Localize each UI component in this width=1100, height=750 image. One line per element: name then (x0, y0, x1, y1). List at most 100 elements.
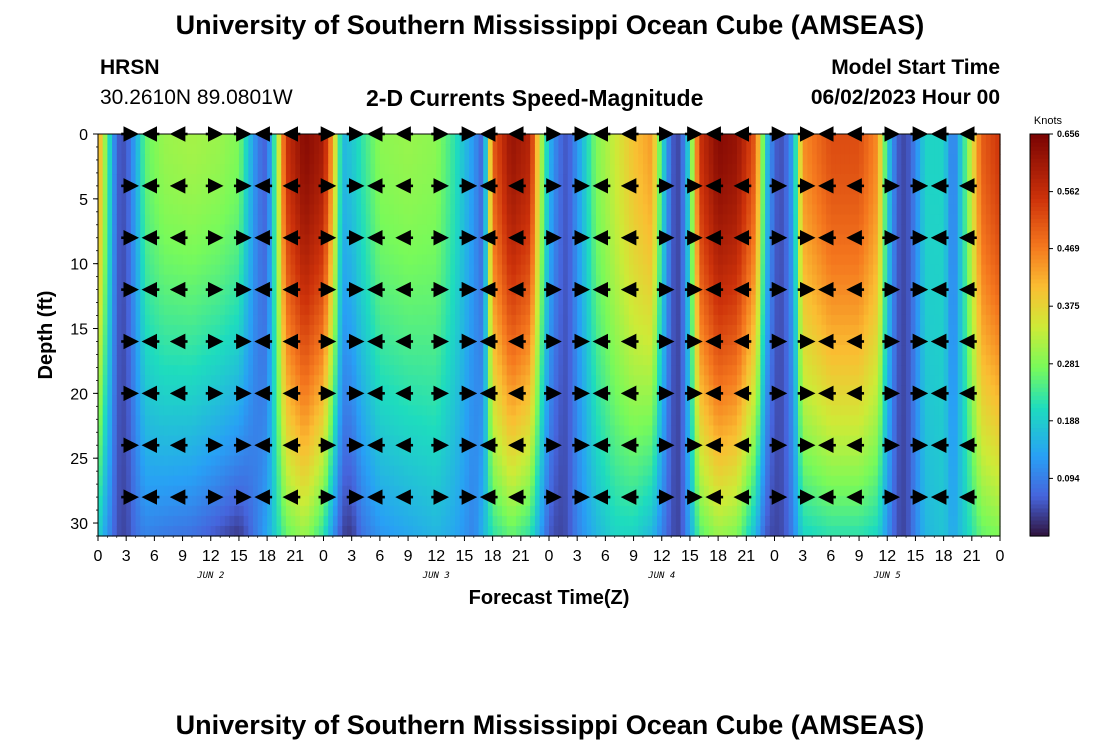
heatmap-cell (107, 385, 113, 396)
heatmap-cell (614, 415, 621, 427)
heatmap-cell (356, 204, 362, 215)
heatmap-cell (581, 515, 588, 527)
heatmap-cell (281, 204, 287, 215)
heatmap-cell (539, 154, 545, 165)
heatmap-cell (220, 345, 226, 356)
heatmap-cell (168, 345, 174, 356)
heatmap-cell (281, 194, 287, 205)
heatmap-cell (450, 154, 456, 165)
heatmap-cell (558, 425, 564, 437)
heatmap-cell (520, 154, 527, 165)
heatmap-cell (633, 274, 639, 286)
heatmap-cell (201, 254, 207, 266)
heatmap-cell (248, 274, 254, 286)
heatmap-cell (361, 144, 367, 155)
heatmap-cell (290, 294, 296, 306)
heatmap-cell (497, 485, 503, 497)
heatmap-cell (309, 485, 315, 497)
heatmap-cell (285, 425, 292, 437)
heatmap-cell (534, 345, 541, 356)
heatmap-cell (187, 455, 193, 467)
heatmap-cell (502, 204, 508, 215)
heatmap-cell (534, 365, 541, 376)
heatmap-cell (572, 304, 578, 316)
heatmap-cell (276, 284, 282, 296)
heatmap-cell (140, 525, 146, 537)
heatmap-cell (126, 224, 132, 236)
heatmap-cell (473, 244, 480, 256)
heatmap-cell (163, 314, 170, 326)
heatmap-cell (473, 465, 480, 477)
heatmap-cell (614, 525, 621, 537)
heatmap-cell (440, 134, 447, 145)
heatmap-cell (567, 445, 574, 457)
heatmap-cell (187, 274, 193, 286)
heatmap-cell (478, 234, 484, 246)
heatmap-cell (553, 134, 559, 145)
heatmap-cell (187, 284, 193, 296)
heatmap-cell (159, 445, 165, 457)
heatmap-cell (337, 154, 343, 165)
heatmap-cell (440, 214, 447, 226)
heatmap-cell (173, 355, 179, 366)
heatmap-cell (361, 385, 367, 396)
heatmap-cell (262, 154, 268, 165)
heatmap-cell (497, 224, 503, 236)
heatmap-cell (675, 144, 682, 155)
heatmap-cell (271, 304, 278, 316)
heatmap-cell (638, 405, 644, 416)
heatmap-cell (370, 365, 376, 376)
heatmap-cell (323, 134, 329, 145)
heatmap-cell (163, 405, 170, 416)
heatmap-cell (671, 395, 677, 406)
heatmap-cell (600, 525, 606, 537)
heatmap-cell (478, 164, 484, 175)
heatmap-cell (497, 274, 503, 286)
heatmap-cell (530, 435, 536, 447)
heatmap-cell (511, 445, 517, 457)
heatmap-cell (586, 525, 592, 537)
heatmap-cell (539, 505, 545, 517)
heatmap-cell (459, 234, 466, 246)
heatmap-cell (224, 264, 231, 276)
heatmap-cell (271, 485, 278, 497)
heatmap-cell (337, 455, 343, 467)
heatmap-cell (300, 234, 306, 246)
heatmap-cell (379, 395, 386, 406)
heatmap-cell (408, 425, 414, 437)
heatmap-cell (642, 335, 649, 346)
heatmap-cell (511, 294, 517, 306)
heatmap-cell (332, 144, 339, 155)
heatmap-cell (661, 224, 668, 236)
heatmap-cell (262, 525, 268, 537)
heatmap-cell (328, 355, 334, 366)
heatmap-cell (149, 505, 155, 517)
heatmap-cell (671, 345, 677, 356)
heatmap-cell (323, 505, 329, 517)
heatmap-cell (652, 144, 658, 155)
heatmap-cell (243, 304, 249, 316)
heatmap-cell (619, 314, 625, 326)
heatmap-cell (182, 224, 188, 236)
heatmap-cell (572, 314, 578, 326)
heatmap-cell (130, 395, 137, 406)
heatmap-cell (159, 234, 165, 246)
heatmap-cell (276, 355, 282, 366)
heatmap-cell (318, 375, 325, 386)
heatmap-cell (652, 375, 658, 386)
heatmap-cell (412, 304, 419, 316)
heatmap-cell (112, 134, 118, 145)
heatmap-cell (356, 244, 362, 256)
heatmap-cell (581, 214, 588, 226)
heatmap-cell (600, 174, 606, 185)
heatmap-cell (619, 164, 625, 175)
heatmap-cell (224, 184, 231, 195)
heatmap-cell (558, 435, 564, 447)
heatmap-cell (267, 405, 273, 416)
heatmap-cell (431, 515, 437, 527)
heatmap-cell (525, 455, 531, 467)
heatmap-cell (271, 475, 278, 487)
heatmap-cell (530, 244, 536, 256)
heatmap-cell (558, 214, 564, 226)
heatmap-cell (624, 465, 630, 477)
